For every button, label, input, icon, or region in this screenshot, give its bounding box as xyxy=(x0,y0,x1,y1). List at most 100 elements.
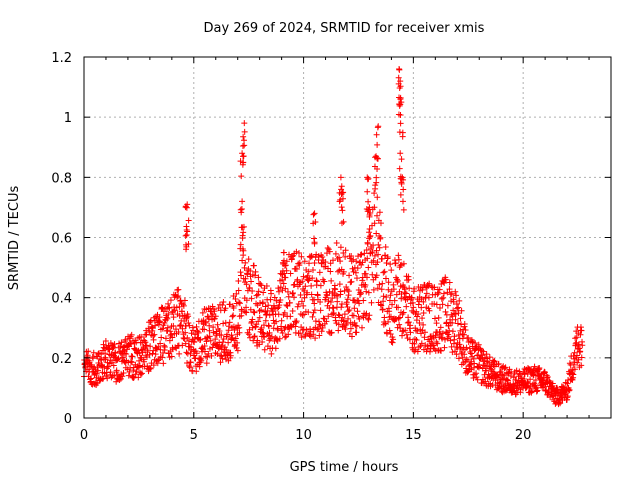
data-point xyxy=(183,349,190,356)
data-point xyxy=(291,281,298,288)
data-point xyxy=(204,334,211,341)
data-point xyxy=(578,327,585,334)
data-point xyxy=(403,303,410,310)
data-point xyxy=(128,331,135,338)
data-point xyxy=(286,299,293,306)
data-point xyxy=(208,352,215,359)
data-point xyxy=(400,186,407,193)
data-point xyxy=(275,311,282,318)
data-point xyxy=(251,333,258,340)
data-point xyxy=(136,357,143,364)
data-point xyxy=(128,359,135,366)
data-point xyxy=(342,325,349,332)
data-point xyxy=(196,363,203,370)
data-point xyxy=(457,345,464,352)
data-point xyxy=(233,290,240,297)
data-point xyxy=(243,309,250,316)
data-point xyxy=(415,301,422,308)
data-point xyxy=(358,251,365,258)
data-point xyxy=(250,262,257,269)
data-point xyxy=(414,348,421,355)
data-point xyxy=(416,320,423,327)
data-point xyxy=(238,173,245,180)
data-point xyxy=(193,350,200,357)
data-point xyxy=(342,253,349,260)
data-point xyxy=(441,344,448,351)
data-point xyxy=(250,308,257,315)
data-point xyxy=(380,269,387,276)
data-point xyxy=(557,400,564,407)
data-point xyxy=(423,290,430,297)
data-point xyxy=(379,306,386,313)
data-point xyxy=(396,321,403,328)
data-point xyxy=(203,338,210,345)
data-point xyxy=(339,207,346,214)
data-point xyxy=(397,94,404,101)
data-point xyxy=(218,332,225,339)
data-point xyxy=(366,204,373,211)
data-point xyxy=(375,241,382,248)
data-point xyxy=(396,314,403,321)
data-point xyxy=(387,331,394,338)
data-point xyxy=(311,260,318,267)
data-point xyxy=(211,308,218,315)
data-point xyxy=(364,188,371,195)
data-point xyxy=(491,358,498,365)
data-point xyxy=(237,241,244,248)
data-point xyxy=(503,376,510,383)
data-point xyxy=(564,394,571,401)
data-point xyxy=(347,325,354,332)
data-point xyxy=(172,326,179,333)
data-point xyxy=(340,218,347,225)
data-point xyxy=(159,354,166,361)
data-point xyxy=(170,322,177,329)
data-point xyxy=(396,66,403,73)
data-point xyxy=(549,393,556,400)
data-point xyxy=(310,331,317,338)
data-point xyxy=(174,294,181,301)
data-point xyxy=(119,344,126,351)
data-point xyxy=(149,350,156,357)
data-point xyxy=(241,120,248,127)
data-point xyxy=(570,371,577,378)
data-point xyxy=(343,283,350,290)
data-point xyxy=(217,359,224,366)
data-point xyxy=(474,376,481,383)
data-point xyxy=(320,315,327,322)
data-point xyxy=(306,260,313,267)
data-point xyxy=(502,364,509,371)
y-tick-label: 0 xyxy=(64,412,72,427)
data-point xyxy=(242,259,249,266)
data-point xyxy=(377,301,384,308)
data-point xyxy=(241,137,248,144)
data-point xyxy=(353,275,360,282)
data-point xyxy=(301,258,308,265)
y-tick-labels: 0 0.2 0.4 0.6 0.8 1 1.2 xyxy=(51,51,72,427)
data-point xyxy=(173,304,180,311)
data-point xyxy=(359,277,366,284)
data-point xyxy=(332,286,339,293)
data-point xyxy=(163,314,170,321)
data-point xyxy=(462,327,469,334)
data-point xyxy=(285,293,292,300)
data-point xyxy=(240,247,247,254)
data-point xyxy=(160,360,167,367)
data-point xyxy=(114,356,121,363)
data-point xyxy=(162,335,169,342)
data-point xyxy=(311,210,318,217)
data-point xyxy=(504,377,511,384)
data-point xyxy=(113,367,120,374)
data-point xyxy=(194,334,201,341)
data-point xyxy=(115,355,122,362)
data-point xyxy=(413,337,420,344)
data-point xyxy=(266,312,273,319)
data-point xyxy=(335,321,342,328)
data-point xyxy=(138,333,145,340)
data-point xyxy=(330,257,337,264)
data-point xyxy=(513,367,520,374)
data-point xyxy=(411,340,418,347)
data-point xyxy=(364,174,371,181)
data-point xyxy=(455,304,462,311)
data-point xyxy=(566,387,573,394)
